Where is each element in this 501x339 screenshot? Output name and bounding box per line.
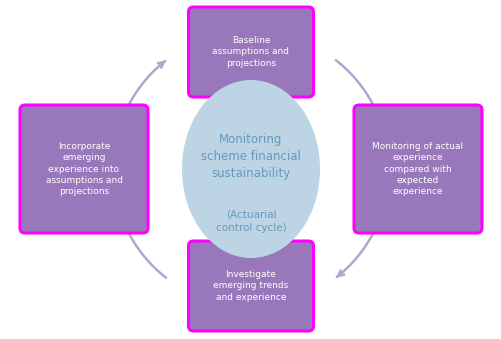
Text: Monitoring
scheme financial
sustainability: Monitoring scheme financial sustainabili… [201, 134, 300, 180]
FancyBboxPatch shape [20, 105, 148, 233]
Ellipse shape [183, 81, 318, 257]
FancyBboxPatch shape [188, 7, 313, 97]
FancyBboxPatch shape [188, 241, 313, 331]
Text: Monitoring of actual
experience
compared with
expected
experience: Monitoring of actual experience compared… [372, 142, 462, 196]
Text: Investigate
emerging trends
and experience: Investigate emerging trends and experien… [213, 271, 288, 302]
FancyBboxPatch shape [353, 105, 481, 233]
Text: Incorporate
emerging
experience into
assumptions and
projections: Incorporate emerging experience into ass… [46, 142, 122, 196]
Text: Baseline
assumptions and
projections: Baseline assumptions and projections [212, 36, 289, 67]
Text: (Actuarial
control cycle): (Actuarial control cycle) [215, 210, 286, 233]
